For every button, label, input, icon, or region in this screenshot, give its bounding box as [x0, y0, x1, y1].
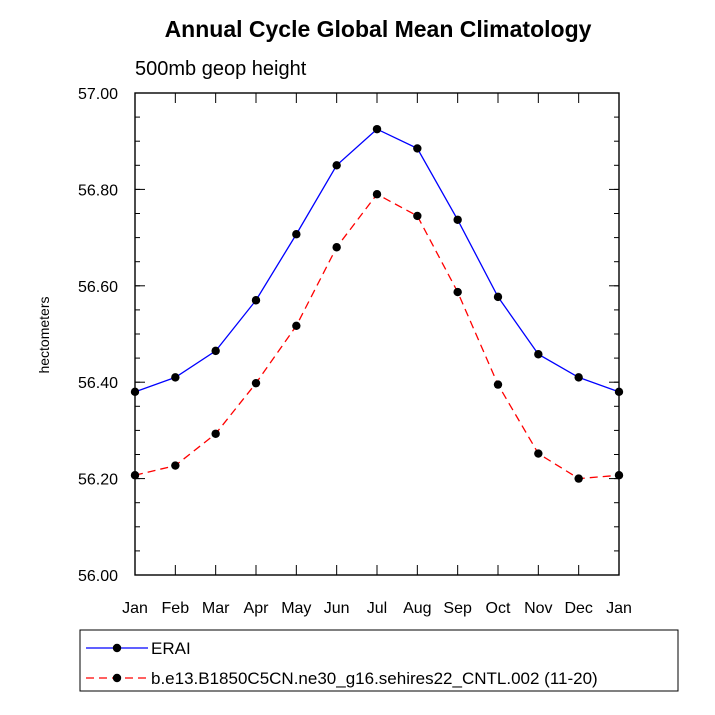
legend-marker-1: [112, 673, 122, 683]
series-1-point: [251, 378, 261, 388]
series-0-point: [574, 373, 583, 382]
y-tick-labels: 56.00 56.20 56.40 56.60 56.80 57.00: [78, 86, 118, 585]
chart-title: Annual Cycle Global Mean Climatology: [165, 16, 592, 42]
series-0-point: [171, 373, 180, 382]
x-tick-labels: Jan Feb Mar Apr May Jun Jul Aug Sep Oct Nov Dec Jan: [122, 600, 632, 617]
series-1-point: [332, 243, 341, 252]
legend: ERAI b.e13.B1850C5CN.ne30_g16.sehires22_C…: [86, 639, 598, 688]
x-tick-label: Jan: [606, 600, 632, 617]
series-1-point: [372, 190, 382, 199]
x-tick-label: Feb: [162, 600, 190, 617]
y-tick-label: 56.80: [78, 182, 118, 199]
x-tick-label: Jan: [122, 600, 148, 617]
legend-label-0: ERAI: [151, 639, 191, 658]
legend-label-1: b.e13.B1850C5CN.ne30_g16.sehires22_CNTL.…: [151, 669, 598, 688]
series-0-point: [413, 144, 422, 153]
series-0-point: [332, 161, 341, 170]
x-tick-label: Jun: [324, 600, 350, 617]
series-0-point: [534, 350, 543, 359]
series-1-point: [211, 429, 220, 438]
series-0-point: [372, 124, 382, 134]
series-0-point: [493, 292, 503, 302]
series-1-point: [534, 449, 543, 458]
series-layer: [130, 124, 624, 483]
y-axis-label: hectometers: [36, 296, 52, 373]
series-1-point: [453, 287, 462, 297]
series-1-point: [171, 461, 180, 470]
plot-frame: [134, 92, 620, 576]
axis-ticks: [134, 92, 620, 576]
x-tick-label: Sep: [443, 600, 472, 617]
series-0-point: [614, 387, 624, 397]
chart-subtitle: 500mb geop height: [135, 58, 307, 80]
y-tick-label: 56.20: [78, 472, 118, 489]
series-0-point: [211, 346, 220, 356]
x-tick-label: Apr: [244, 600, 270, 617]
series-0-point: [453, 215, 462, 224]
x-tick-label: Mar: [202, 600, 230, 617]
x-tick-label: Aug: [403, 600, 431, 617]
y-tick-label: 56.60: [78, 279, 118, 296]
legend-box: [79, 629, 679, 692]
x-tick-label: Jul: [367, 600, 387, 617]
series-line-1: [134, 193, 620, 480]
y-tick-label: 56.00: [78, 568, 118, 585]
series-1-point: [292, 321, 301, 331]
x-tick-label: May: [281, 600, 311, 617]
series-0-point: [292, 230, 301, 239]
series-1-point: [130, 471, 140, 480]
series-line-0: [134, 128, 620, 393]
series-1-point: [574, 474, 583, 483]
y-tick-label: 56.40: [78, 375, 118, 392]
x-tick-label: Dec: [564, 600, 592, 617]
series-1-point: [614, 471, 624, 480]
y-tick-label: 57.00: [78, 86, 118, 103]
series-1-point: [493, 380, 503, 389]
x-tick-label: Nov: [524, 600, 552, 617]
legend-marker-0: [112, 643, 122, 653]
series-1-point: [413, 211, 422, 221]
series-0-point: [130, 387, 140, 397]
x-tick-label: Oct: [486, 600, 511, 617]
series-0-point: [251, 296, 261, 305]
